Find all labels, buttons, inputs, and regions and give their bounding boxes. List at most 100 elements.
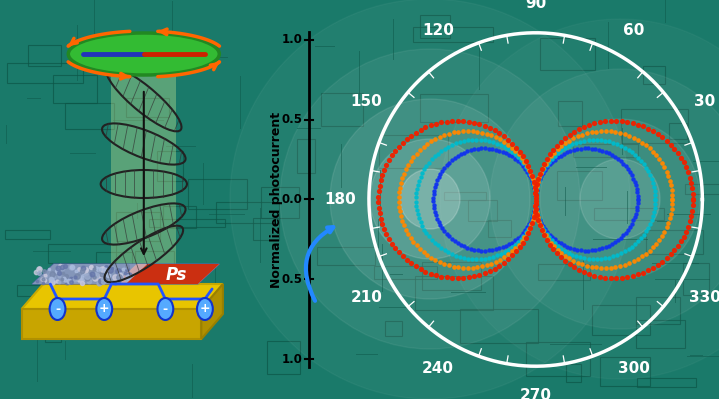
Point [436,168,448,174]
Point [600,149,611,155]
Point [450,140,462,146]
Point [398,170,410,177]
Point [441,274,452,280]
Point [393,203,405,210]
Point [414,147,426,153]
Point [600,128,612,134]
Point [542,157,554,163]
Point [605,275,617,281]
Point [472,264,483,271]
Point [567,251,578,258]
Point [472,247,484,253]
Point [462,265,474,271]
Point [420,269,431,275]
Point [449,155,460,161]
Point [400,227,411,233]
Point [436,119,447,126]
Point [421,252,433,258]
Point [446,236,457,242]
Point [567,141,578,148]
Point [536,219,547,226]
Point [439,132,450,138]
Bar [573,144,638,157]
Point [555,254,567,261]
Point [664,177,676,184]
Point [458,255,470,261]
Point [480,145,491,152]
Point [483,138,495,144]
Point [610,264,621,270]
Point [531,206,542,212]
Bar [558,101,582,126]
Point [530,190,541,196]
Point [414,246,426,252]
Point [412,182,423,188]
Point [687,196,699,203]
Point [583,256,595,262]
Bar [252,218,280,240]
Point [632,137,644,143]
Point [627,120,638,126]
Point [498,259,510,266]
Point [513,241,524,248]
Point [430,136,441,142]
Point [416,170,428,176]
Point [441,231,452,237]
Point [405,235,416,241]
Point [545,239,557,246]
Point [529,209,541,215]
Bar [684,184,719,194]
Point [406,260,417,267]
Point [430,212,441,219]
Point [411,150,422,157]
Point [579,255,590,261]
Point [605,118,617,124]
Bar [643,66,665,84]
Polygon shape [22,284,223,309]
Point [500,243,512,249]
Point [537,223,549,229]
Point [390,148,401,154]
Point [493,147,505,154]
Point [640,164,651,171]
Point [374,210,385,216]
Point [462,137,474,144]
Point [616,275,628,281]
Point [552,238,564,245]
Point [573,267,585,273]
Point [431,215,443,222]
Point [626,149,638,155]
Point [608,139,619,146]
Point [564,138,575,144]
Point [644,247,655,254]
Point [563,250,574,256]
Point [503,137,514,143]
Point [448,263,459,270]
Point [522,225,533,232]
Point [577,261,588,268]
Bar [267,342,301,374]
Point [394,184,406,191]
Point [531,211,543,218]
Point [380,162,392,168]
Point [430,180,441,187]
Point [541,237,553,243]
Point [537,227,549,234]
Point [631,189,643,196]
Point [530,195,541,201]
Point [455,151,467,158]
Bar [420,94,488,122]
Point [498,254,510,260]
Point [517,163,528,169]
Bar [487,220,511,237]
Text: -: - [162,302,168,316]
Point [471,256,482,263]
Point [526,219,538,226]
Point [548,146,559,153]
Point [486,247,498,253]
Point [530,192,541,199]
Point [499,144,510,150]
Point [386,241,398,247]
Point [649,192,661,198]
Text: 1.0: 1.0 [282,34,303,46]
